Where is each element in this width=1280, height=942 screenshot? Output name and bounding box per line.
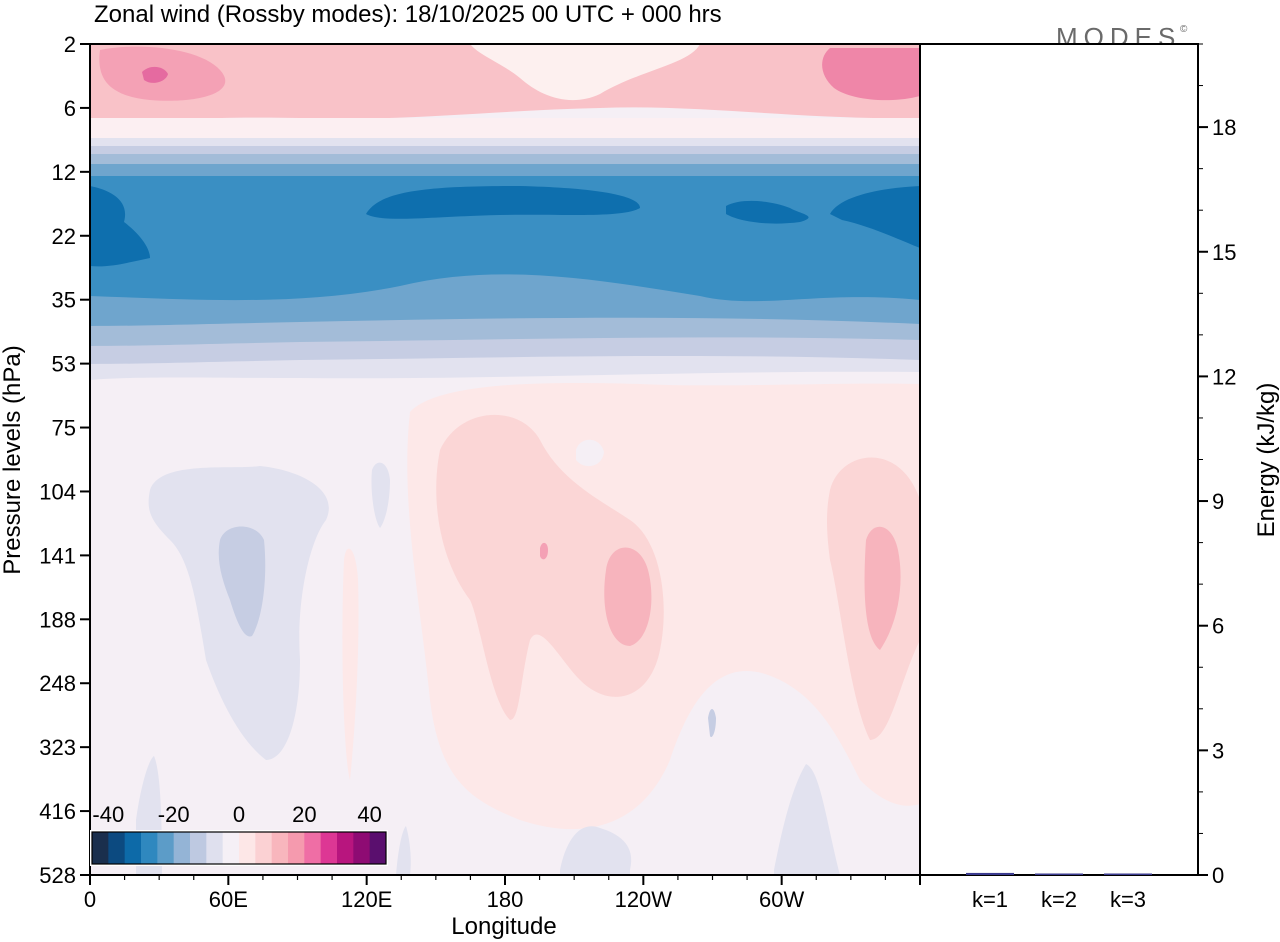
trop-near-zero-hole [576, 439, 604, 467]
chart-title: Zonal wind (Rossby modes): 18/10/2025 00… [94, 1, 722, 28]
energy-bar [1104, 873, 1152, 875]
colorbar-tick-label: -20 [158, 802, 190, 827]
trop-negative-sliver [396, 826, 411, 875]
energy-tick-label: 18 [1212, 115, 1236, 140]
contour-field [90, 44, 920, 875]
upper-weak-region [470, 44, 700, 101]
neg-core-east-2 [830, 186, 920, 248]
upper-positive-hotspot [142, 66, 168, 83]
pressure-tick-label: 6 [64, 96, 76, 121]
colorbar-swatch [92, 832, 109, 864]
pressure-tick-label: 53 [52, 352, 76, 377]
colorbar-swatch [141, 832, 158, 864]
colorbar-tick-label: 20 [292, 802, 316, 827]
energy-category-label: k=2 [1041, 887, 1077, 912]
pressure-tick-label: 35 [52, 288, 76, 313]
pressure-tick-label: 2 [64, 32, 76, 57]
colorbar-tick-label: -40 [92, 802, 124, 827]
pressure-tick-label: 75 [52, 416, 76, 441]
energy-tick-label: 6 [1212, 614, 1224, 639]
pressure-tick-label: 528 [39, 863, 76, 888]
energy-tick-label: 15 [1212, 240, 1236, 265]
colorbar-tick-label: 40 [357, 802, 381, 827]
logo-copyright-mark: © [1180, 24, 1188, 35]
upper-positive-band [90, 44, 920, 122]
trop-positive-streak [342, 548, 359, 780]
pressure-tick-label: 416 [39, 799, 76, 824]
colorbar-tick-label: 0 [233, 802, 245, 827]
energy-panel-frame [919, 43, 1199, 876]
pressure-tick-label: 323 [39, 735, 76, 760]
colorbar-swatch [206, 832, 224, 864]
pressure-tick-label: 188 [39, 607, 76, 632]
colorbar-swatch [108, 832, 126, 864]
energy-category-label: k=1 [972, 887, 1008, 912]
colorbar-swatch [173, 832, 191, 864]
neg-layer-5 [90, 176, 920, 302]
trop-positive-mid [436, 414, 664, 720]
trop-negative-bottom-1 [560, 826, 632, 875]
energy-bar [966, 872, 1014, 875]
energy-tick-label: 9 [1212, 489, 1224, 514]
colorbar-swatch [320, 832, 338, 864]
pressure-tick-label: 104 [39, 479, 76, 504]
colorbar-swatch [222, 832, 240, 864]
colorbar-swatch [157, 832, 175, 864]
energy-tick-label: 12 [1212, 364, 1236, 389]
longitude-tick-label: 180 [487, 887, 524, 912]
trop-positive-core-east [864, 526, 901, 650]
pressure-tick-label: 12 [52, 160, 76, 185]
pressure-tick-label: 248 [39, 671, 76, 696]
colorbar-swatch [124, 832, 142, 864]
energy-category-label: k=3 [1110, 887, 1146, 912]
energy-tick-label: 0 [1212, 863, 1224, 888]
longitude-tick-label: 60W [759, 887, 804, 912]
upper-positive-core-east [822, 48, 920, 101]
colorbar-frame [91, 831, 387, 865]
trop-negative-bottom-2 [774, 764, 840, 875]
colorbar-swatch [271, 832, 289, 864]
longitude-tick-label: 0 [84, 887, 96, 912]
neg-core-west [90, 186, 150, 267]
neg-core-center [366, 186, 640, 219]
energy-tick-label: 3 [1212, 738, 1224, 763]
energy-axis-label: Energy (kJ/kg) [1253, 383, 1280, 538]
trop-negative-dot [708, 709, 716, 738]
colorbar-swatch [255, 832, 273, 864]
upper-near-zero-line [90, 118, 920, 140]
x-axis-label: Longitude [451, 913, 556, 940]
pressure-axis: 2 6 12 22 35 53 75 104 141 188 248 323 416 528 [39, 32, 90, 888]
colorbar-swatch [239, 832, 256, 864]
colorbar-swatch [304, 832, 322, 864]
energy-bar [1035, 873, 1083, 875]
trop-negative-streak [371, 462, 390, 528]
pressure-tick-label: 22 [52, 224, 76, 249]
colorbar-swatch [353, 832, 371, 864]
energy-axis: 0 3 6 9 12 15 18 [1198, 43, 1236, 888]
colorbar: -40 -20 0 20 40 [90, 802, 388, 866]
longitude-tick-label: 120W [615, 887, 673, 912]
neg-core-east-1 [726, 200, 809, 224]
y-axis-label: Pressure levels (hPa) [0, 345, 26, 574]
longitude-tick-label: 120E [341, 887, 392, 912]
longitude-tick-label: 60E [209, 887, 248, 912]
colorbar-swatch [288, 832, 305, 864]
trop-negative-core [218, 526, 266, 637]
longitude-axis: 0 60E 120E 180 120W 60W [84, 875, 921, 912]
colorbar-swatch [190, 832, 207, 864]
colorbar-swatch [369, 832, 387, 864]
pressure-tick-label: 141 [39, 543, 76, 568]
energy-bars: k=1 k=2 k=3 [966, 872, 1152, 912]
trop-positive-core-120W [604, 547, 652, 646]
trop-positive-dot [540, 542, 548, 560]
colorbar-swatch [337, 832, 354, 864]
